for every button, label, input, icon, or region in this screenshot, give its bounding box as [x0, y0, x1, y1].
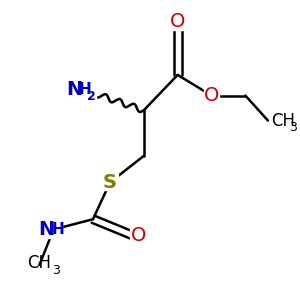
- Text: O: O: [170, 12, 185, 32]
- Bar: [170, 14, 185, 30]
- Bar: [102, 174, 118, 190]
- Bar: [59, 82, 96, 100]
- Text: CH: CH: [271, 112, 295, 130]
- Text: N: N: [38, 220, 55, 239]
- Text: 3: 3: [289, 121, 297, 134]
- Text: H: H: [78, 82, 91, 97]
- Text: 2: 2: [87, 90, 96, 103]
- Bar: [130, 227, 146, 244]
- Text: S: S: [103, 173, 117, 192]
- Text: CH: CH: [27, 254, 51, 272]
- Bar: [204, 87, 219, 104]
- Text: H: H: [51, 222, 64, 237]
- Text: O: O: [130, 226, 146, 245]
- Text: 3: 3: [52, 264, 60, 277]
- Text: N: N: [67, 80, 83, 99]
- Text: O: O: [204, 86, 219, 105]
- Bar: [39, 221, 62, 238]
